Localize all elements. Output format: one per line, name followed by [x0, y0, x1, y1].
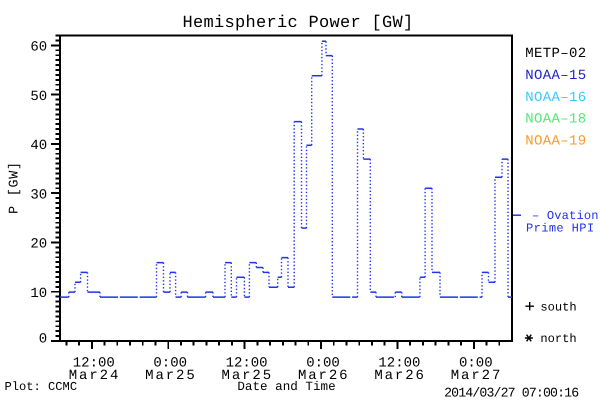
svg-text:NOAA–19: NOAA–19	[525, 133, 586, 149]
svg-text:12:00: 12:00	[226, 356, 268, 372]
svg-text:12:00: 12:00	[378, 356, 420, 372]
svg-text:Mar25: Mar25	[222, 368, 274, 384]
svg-text:Mar25: Mar25	[145, 368, 197, 384]
svg-text:NOAA–15: NOAA–15	[525, 68, 586, 84]
svg-text:Mar26: Mar26	[298, 368, 350, 384]
svg-text:50: 50	[30, 89, 47, 105]
svg-text:0:00: 0:00	[459, 356, 493, 372]
svg-text:METP–02: METP–02	[525, 46, 586, 62]
svg-text:Hemispheric Power [GW]: Hemispheric Power [GW]	[182, 14, 413, 33]
svg-text:0: 0	[39, 331, 47, 347]
svg-text:30: 30	[30, 187, 47, 203]
svg-text:NOAA–18: NOAA–18	[525, 112, 586, 128]
svg-text:Mar26: Mar26	[374, 368, 426, 384]
svg-text:40: 40	[30, 138, 47, 154]
svg-text:north: north	[540, 332, 576, 346]
svg-text:Plot: CCMC: Plot: CCMC	[5, 380, 78, 394]
svg-text:60: 60	[30, 40, 47, 56]
svg-text:Prime HPI: Prime HPI	[526, 221, 594, 235]
svg-text:20: 20	[30, 237, 47, 253]
svg-text:Mar27: Mar27	[451, 368, 503, 384]
svg-text:NOAA–16: NOAA–16	[525, 90, 586, 106]
svg-text:12:00: 12:00	[73, 356, 115, 372]
svg-text:Date and Time: Date and Time	[237, 380, 335, 394]
svg-text:Mar24: Mar24	[69, 368, 121, 384]
svg-text:0:00: 0:00	[306, 356, 340, 372]
svg-text:0:00: 0:00	[153, 356, 187, 372]
svg-text:2014/03/27 07:00:16: 2014/03/27 07:00:16	[444, 386, 579, 400]
svg-text:south: south	[540, 301, 576, 315]
svg-text:P [GW]: P [GW]	[7, 161, 22, 214]
svg-text:10: 10	[30, 286, 47, 302]
svg-text:– Ovation: – Ovation	[532, 209, 599, 223]
